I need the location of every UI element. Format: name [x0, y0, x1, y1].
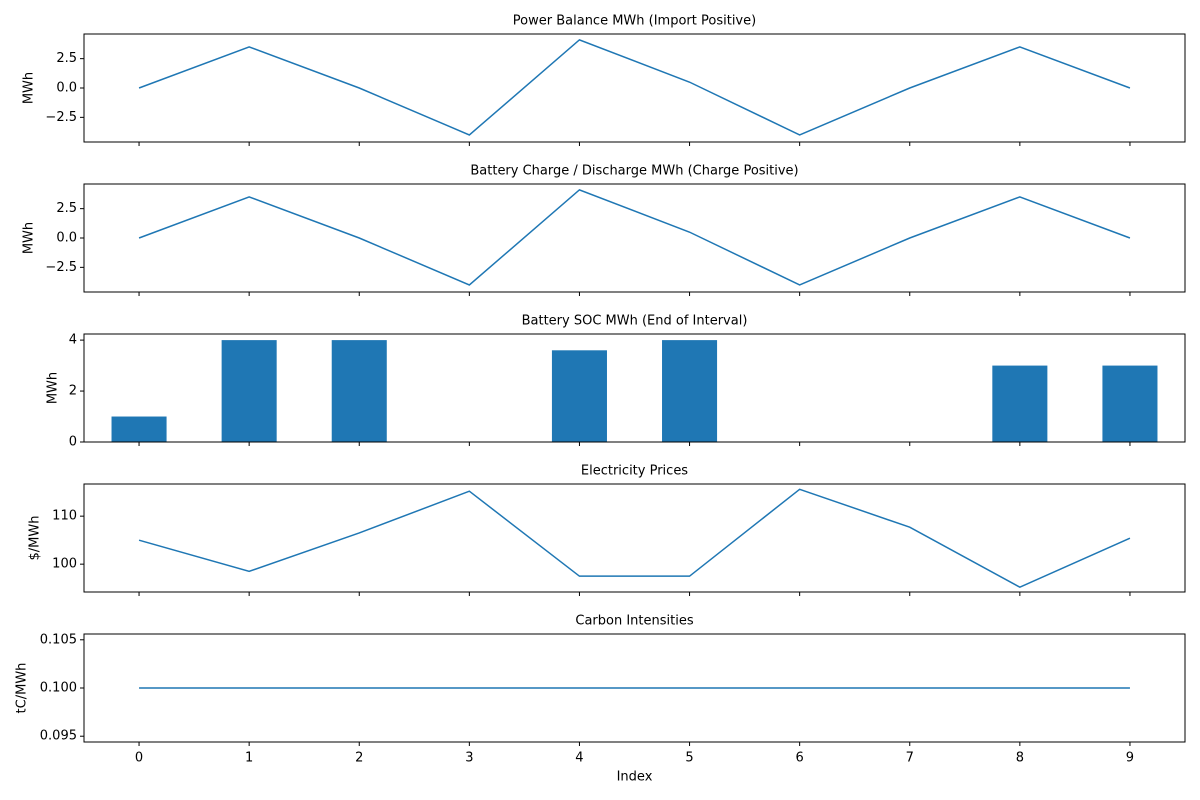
bar: [331, 340, 387, 442]
y-tick-label: 0: [69, 435, 77, 450]
y-tick-label: 0.100: [40, 681, 77, 696]
x-tick-label: 1: [245, 751, 253, 766]
line: [138, 189, 1131, 286]
x-tick-label: 9: [1126, 751, 1134, 766]
subplot-title: Carbon Intensities: [575, 614, 693, 629]
bar: [111, 416, 167, 442]
y-axis-label: tC/MWh: [15, 663, 30, 714]
x-tick-label: 3: [465, 751, 473, 766]
y-tick-label: 2: [69, 384, 77, 399]
y-tick-label: −2.5: [45, 260, 77, 275]
bar: [1102, 365, 1158, 442]
x-tick-label: 0: [135, 751, 143, 766]
x-axis-label: Index: [617, 770, 653, 785]
line: [138, 488, 1131, 589]
y-tick-label: 0.105: [40, 632, 77, 647]
subplot-title: Battery SOC MWh (End of Interval): [522, 314, 748, 329]
bar: [221, 340, 277, 442]
y-axis-label: MWh: [22, 72, 37, 104]
y-tick-label: 0.095: [40, 729, 77, 744]
x-tick-label: 8: [1016, 751, 1024, 766]
axes-frame: [83, 333, 1186, 443]
axes-frame: [83, 483, 1186, 593]
y-tick-label: 0.0: [56, 81, 77, 96]
bar: [662, 340, 718, 442]
y-axis-label: $/MWh: [28, 516, 43, 561]
y-tick-label: 2.5: [56, 201, 77, 216]
x-tick-label: 5: [685, 751, 693, 766]
x-tick-label: 2: [355, 751, 363, 766]
subplot-title: Power Balance MWh (Import Positive): [513, 14, 756, 29]
axes-frame: [83, 633, 1186, 743]
x-tick-label: 4: [575, 751, 583, 766]
x-tick-label: 6: [796, 751, 804, 766]
y-tick-label: 100: [52, 557, 77, 572]
subplot-title: Electricity Prices: [581, 464, 688, 479]
y-axis-label: MWh: [22, 222, 37, 254]
x-tick-label: 7: [906, 751, 914, 766]
y-tick-label: 4: [69, 333, 77, 348]
y-axis-label: MWh: [46, 372, 61, 404]
y-tick-label: 0.0: [56, 231, 77, 246]
axes-frame: [83, 183, 1186, 293]
line: [138, 39, 1131, 136]
y-tick-label: 110: [52, 509, 77, 524]
y-tick-label: −2.5: [45, 110, 77, 125]
bar: [992, 365, 1048, 442]
y-tick-label: 2.5: [56, 51, 77, 66]
subplot-title: Battery Charge / Discharge MWh (Charge P…: [470, 164, 798, 179]
bar: [551, 350, 607, 442]
axes-frame: [83, 33, 1186, 143]
